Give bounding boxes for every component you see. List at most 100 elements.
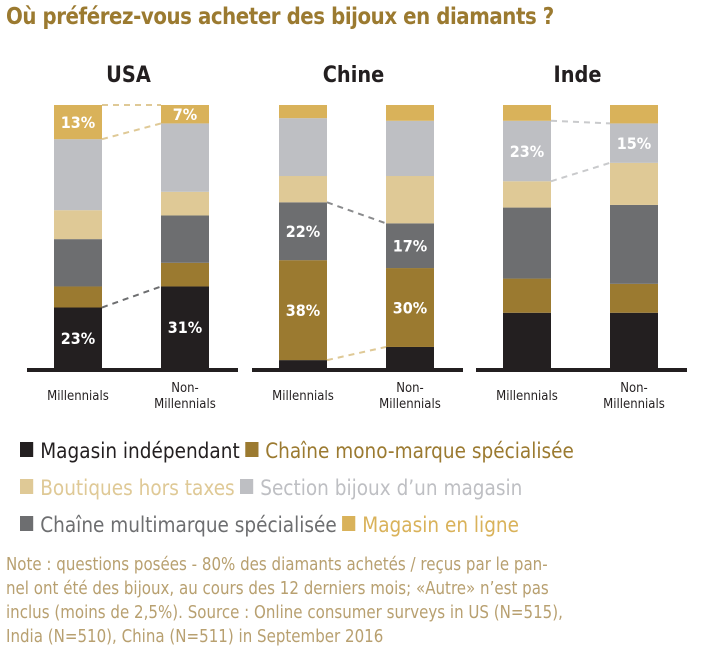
bar-segment-magasin-independant [279, 360, 327, 368]
connector-line [326, 201, 387, 225]
bar-segment-boutiques-hors-taxes [503, 181, 551, 208]
bar-segment-chaine-mono-marque-specialisee [503, 278, 551, 313]
bar-segment-magasin-independant [386, 346, 434, 368]
legend-item-chaine-multimarque-specialisee: Chaîne multimarque spécialisée [20, 507, 337, 544]
note-line: Note : questions posées - 80% des diaman… [6, 555, 548, 575]
legend-swatch [244, 442, 259, 457]
bar-segment-chaine-multimarque-specialisee [386, 223, 434, 269]
bar-segment-boutiques-hors-taxes [386, 176, 434, 224]
bar-segment-chaine-mono-marque-specialisee [279, 260, 327, 361]
note-line: India (N=510), China (N=511) in Septembe… [6, 627, 384, 647]
bar-segment-magasin-en-ligne [610, 105, 658, 124]
data-label: 17% [393, 237, 427, 256]
data-label: 30% [393, 299, 427, 318]
bar-usa-millennials: 23% 13% [54, 105, 102, 368]
legend-item-chaine-mono-marque-specialisee: Chaîne mono-marque spécialisée [244, 433, 574, 470]
panel-chine: Chine 38% 22% 30% 17% Millennials Non-Millenni… [252, 62, 463, 411]
bar-inde-millennials: 23% [503, 105, 551, 368]
bar-segment-section-bijoux-d-un-magasin [610, 123, 658, 163]
legend-label: Chaîne multimarque spécialisée [40, 513, 337, 537]
connector-line [101, 285, 162, 309]
bar-segment-magasin-en-ligne [54, 105, 102, 140]
legend-label: Boutiques hors taxes [40, 476, 235, 500]
panel-title: USA [106, 62, 151, 87]
data-label: 38% [286, 301, 320, 320]
data-label: 23% [61, 329, 95, 348]
panel-usa: USA 23% 13% 31% 7% Millennials Non-Millennials [27, 62, 238, 411]
panel-inde: Inde 23% 15% Millennials Non-Millennials [476, 62, 687, 411]
x-tick-label: Non-Millennials [379, 380, 441, 411]
x-axis-line [27, 368, 238, 372]
legend-swatch [20, 442, 34, 457]
data-label: 31% [168, 319, 202, 338]
bar-segment-magasin-en-ligne [503, 105, 551, 121]
legend-label: Magasin indépendant [40, 439, 240, 463]
bar-segment-magasin-independant [161, 286, 209, 368]
bar-inde-non-millennials: 15% [610, 105, 658, 368]
x-tick-label: Non-Millennials [154, 380, 216, 411]
bar-segment-section-bijoux-d-un-magasin [54, 139, 102, 211]
bar-segment-magasin-en-ligne [161, 105, 209, 124]
x-axis-line [252, 368, 463, 372]
legend-item-magasin-independant: Magasin indépendant [20, 433, 240, 470]
legend-item-section-bijoux-d-un-magasin: Section bijoux d’un magasin [239, 470, 523, 507]
x-tick-label: Millennials [47, 388, 109, 403]
legend-swatch [20, 479, 34, 494]
note-line: inclus (moins de 2,5%). Source : Online … [6, 603, 563, 623]
data-label: 13% [61, 113, 95, 132]
panel-title: Chine [323, 62, 385, 87]
legend-swatch [239, 479, 254, 494]
legend-label: Magasin en ligne [362, 513, 520, 537]
bar-segment-boutiques-hors-taxes [54, 210, 102, 240]
panel-title: Inde [554, 62, 602, 87]
bar-segment-magasin-en-ligne [386, 105, 434, 121]
bar-segment-chaine-mono-marque-specialisee [54, 286, 102, 308]
source-note: Note : questions posées - 80% des diaman… [6, 553, 685, 649]
legend-row: Chaîne multimarque spécialisée Magasin en… [20, 507, 579, 544]
x-axis-line [476, 368, 687, 372]
x-tick-label: Millennials [272, 388, 334, 403]
bar-segment-chaine-multimarque-specialisee [503, 207, 551, 279]
data-label: 7% [173, 105, 197, 124]
bar-segment-section-bijoux-d-un-magasin [279, 118, 327, 177]
stacked-bar-chart: USA 23% 13% 31% 7% Millennials Non-Millennials… [27, 62, 687, 411]
bar-segment-chaine-multimarque-specialisee [161, 215, 209, 263]
bar-usa-non-millennials: 31% 7% [161, 105, 209, 368]
bar-segment-chaine-mono-marque-specialisee [161, 262, 209, 287]
bar-segment-chaine-multimarque-specialisee [54, 239, 102, 287]
connector-line [550, 119, 611, 125]
legend-label: Chaîne mono-marque spécialisée [265, 439, 574, 463]
legend-label: Section bijoux d’un magasin [260, 476, 523, 500]
connector-line [326, 345, 387, 362]
legend-swatch [20, 516, 34, 531]
bar-segment-chaine-multimarque-specialisee [610, 204, 658, 284]
bar-segment-section-bijoux-d-un-magasin [386, 120, 434, 177]
bar-chine-millennials: 38% 22% [279, 105, 327, 368]
bar-segment-section-bijoux-d-un-magasin [503, 120, 551, 182]
note-line: nel ont été des bijoux, au cours des 12 … [6, 579, 549, 599]
data-label: 15% [617, 134, 651, 153]
bar-segment-magasin-independant [503, 312, 551, 368]
bar-segment-chaine-multimarque-specialisee [279, 202, 327, 261]
chart-title: Où préférez-vous acheter des bijoux en d… [6, 4, 554, 30]
x-tick-label: Millennials [496, 388, 558, 403]
bar-segment-chaine-mono-marque-specialisee [386, 268, 434, 347]
legend-row: Boutiques hors taxes Section bijoux d’un … [20, 470, 579, 507]
bar-segment-magasin-independant [54, 307, 102, 368]
legend-item-magasin-en-ligne: Magasin en ligne [342, 507, 519, 544]
bar-segment-chaine-mono-marque-specialisee [610, 283, 658, 313]
data-label: 22% [286, 223, 320, 242]
bar-segment-boutiques-hors-taxes [279, 176, 327, 203]
bar-segment-magasin-en-ligne [279, 105, 327, 119]
legend: Magasin indépendant Chaîne mono-marque sp… [20, 433, 579, 544]
data-label: 23% [510, 142, 544, 161]
legend-swatch [342, 516, 356, 531]
bar-segment-boutiques-hors-taxes [610, 162, 658, 205]
connector-line [550, 161, 611, 183]
bar-segment-boutiques-hors-taxes [161, 191, 209, 216]
bar-segment-section-bijoux-d-un-magasin [161, 123, 209, 192]
connector-line [101, 122, 162, 141]
bar-chine-non-millennials: 30% 17% [386, 105, 434, 368]
legend-item-boutiques-hors-taxes: Boutiques hors taxes [20, 470, 235, 507]
x-tick-label: Non-Millennials [603, 380, 665, 411]
